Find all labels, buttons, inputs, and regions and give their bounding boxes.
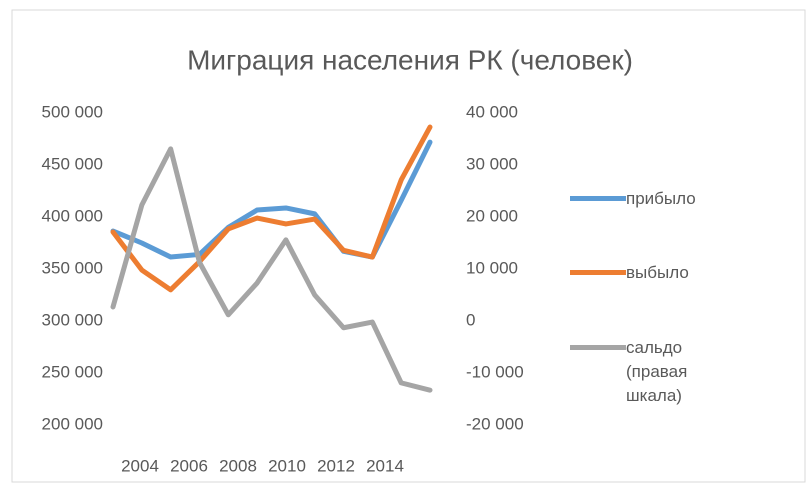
x-tick-label: 2006 — [170, 456, 208, 475]
y-tick-label: 300 000 — [42, 310, 103, 329]
y-tick-label: 400 000 — [42, 206, 103, 225]
series-line — [110, 146, 433, 393]
legend-label: прибыло — [626, 189, 696, 208]
legend-item: сальдо (правая шкала) — [570, 336, 740, 408]
x-tick-label: 2004 — [121, 456, 159, 475]
legend-swatch — [570, 196, 626, 201]
y2-tick-label: 0 — [466, 310, 475, 329]
chart-title: Миграция населения РК (человек) — [187, 44, 633, 75]
y-tick-label: 200 000 — [42, 414, 103, 433]
x-tick-label: 2012 — [317, 456, 355, 475]
y2-tick-label: 30 000 — [466, 154, 518, 173]
y2-tick-label: 40 000 — [466, 102, 518, 121]
x-tick-label: 2014 — [366, 456, 404, 475]
x-tick-label: 2008 — [219, 456, 257, 475]
y2-tick-label: -10 000 — [466, 362, 524, 381]
legend-swatch — [570, 270, 626, 275]
y2-tick-label: 10 000 — [466, 258, 518, 277]
legend-item: выбыло — [570, 261, 740, 285]
legend-item: прибыло — [570, 187, 740, 211]
series-line — [110, 124, 433, 293]
y-tick-label: 250 000 — [42, 362, 103, 381]
legend-label: выбыло — [626, 263, 689, 282]
y-tick-label: 500 000 — [42, 102, 103, 121]
y-tick-label: 450 000 — [42, 154, 103, 173]
x-tick-label: 2010 — [268, 456, 306, 475]
legend-label: сальдо (правая шкала) — [626, 338, 688, 405]
legend-swatch — [570, 345, 626, 350]
series-line — [110, 139, 433, 260]
chart-border — [11, 9, 806, 483]
y2-tick-label: -20 000 — [466, 414, 524, 433]
y2-tick-label: 20 000 — [466, 206, 518, 225]
y-tick-label: 350 000 — [42, 258, 103, 277]
